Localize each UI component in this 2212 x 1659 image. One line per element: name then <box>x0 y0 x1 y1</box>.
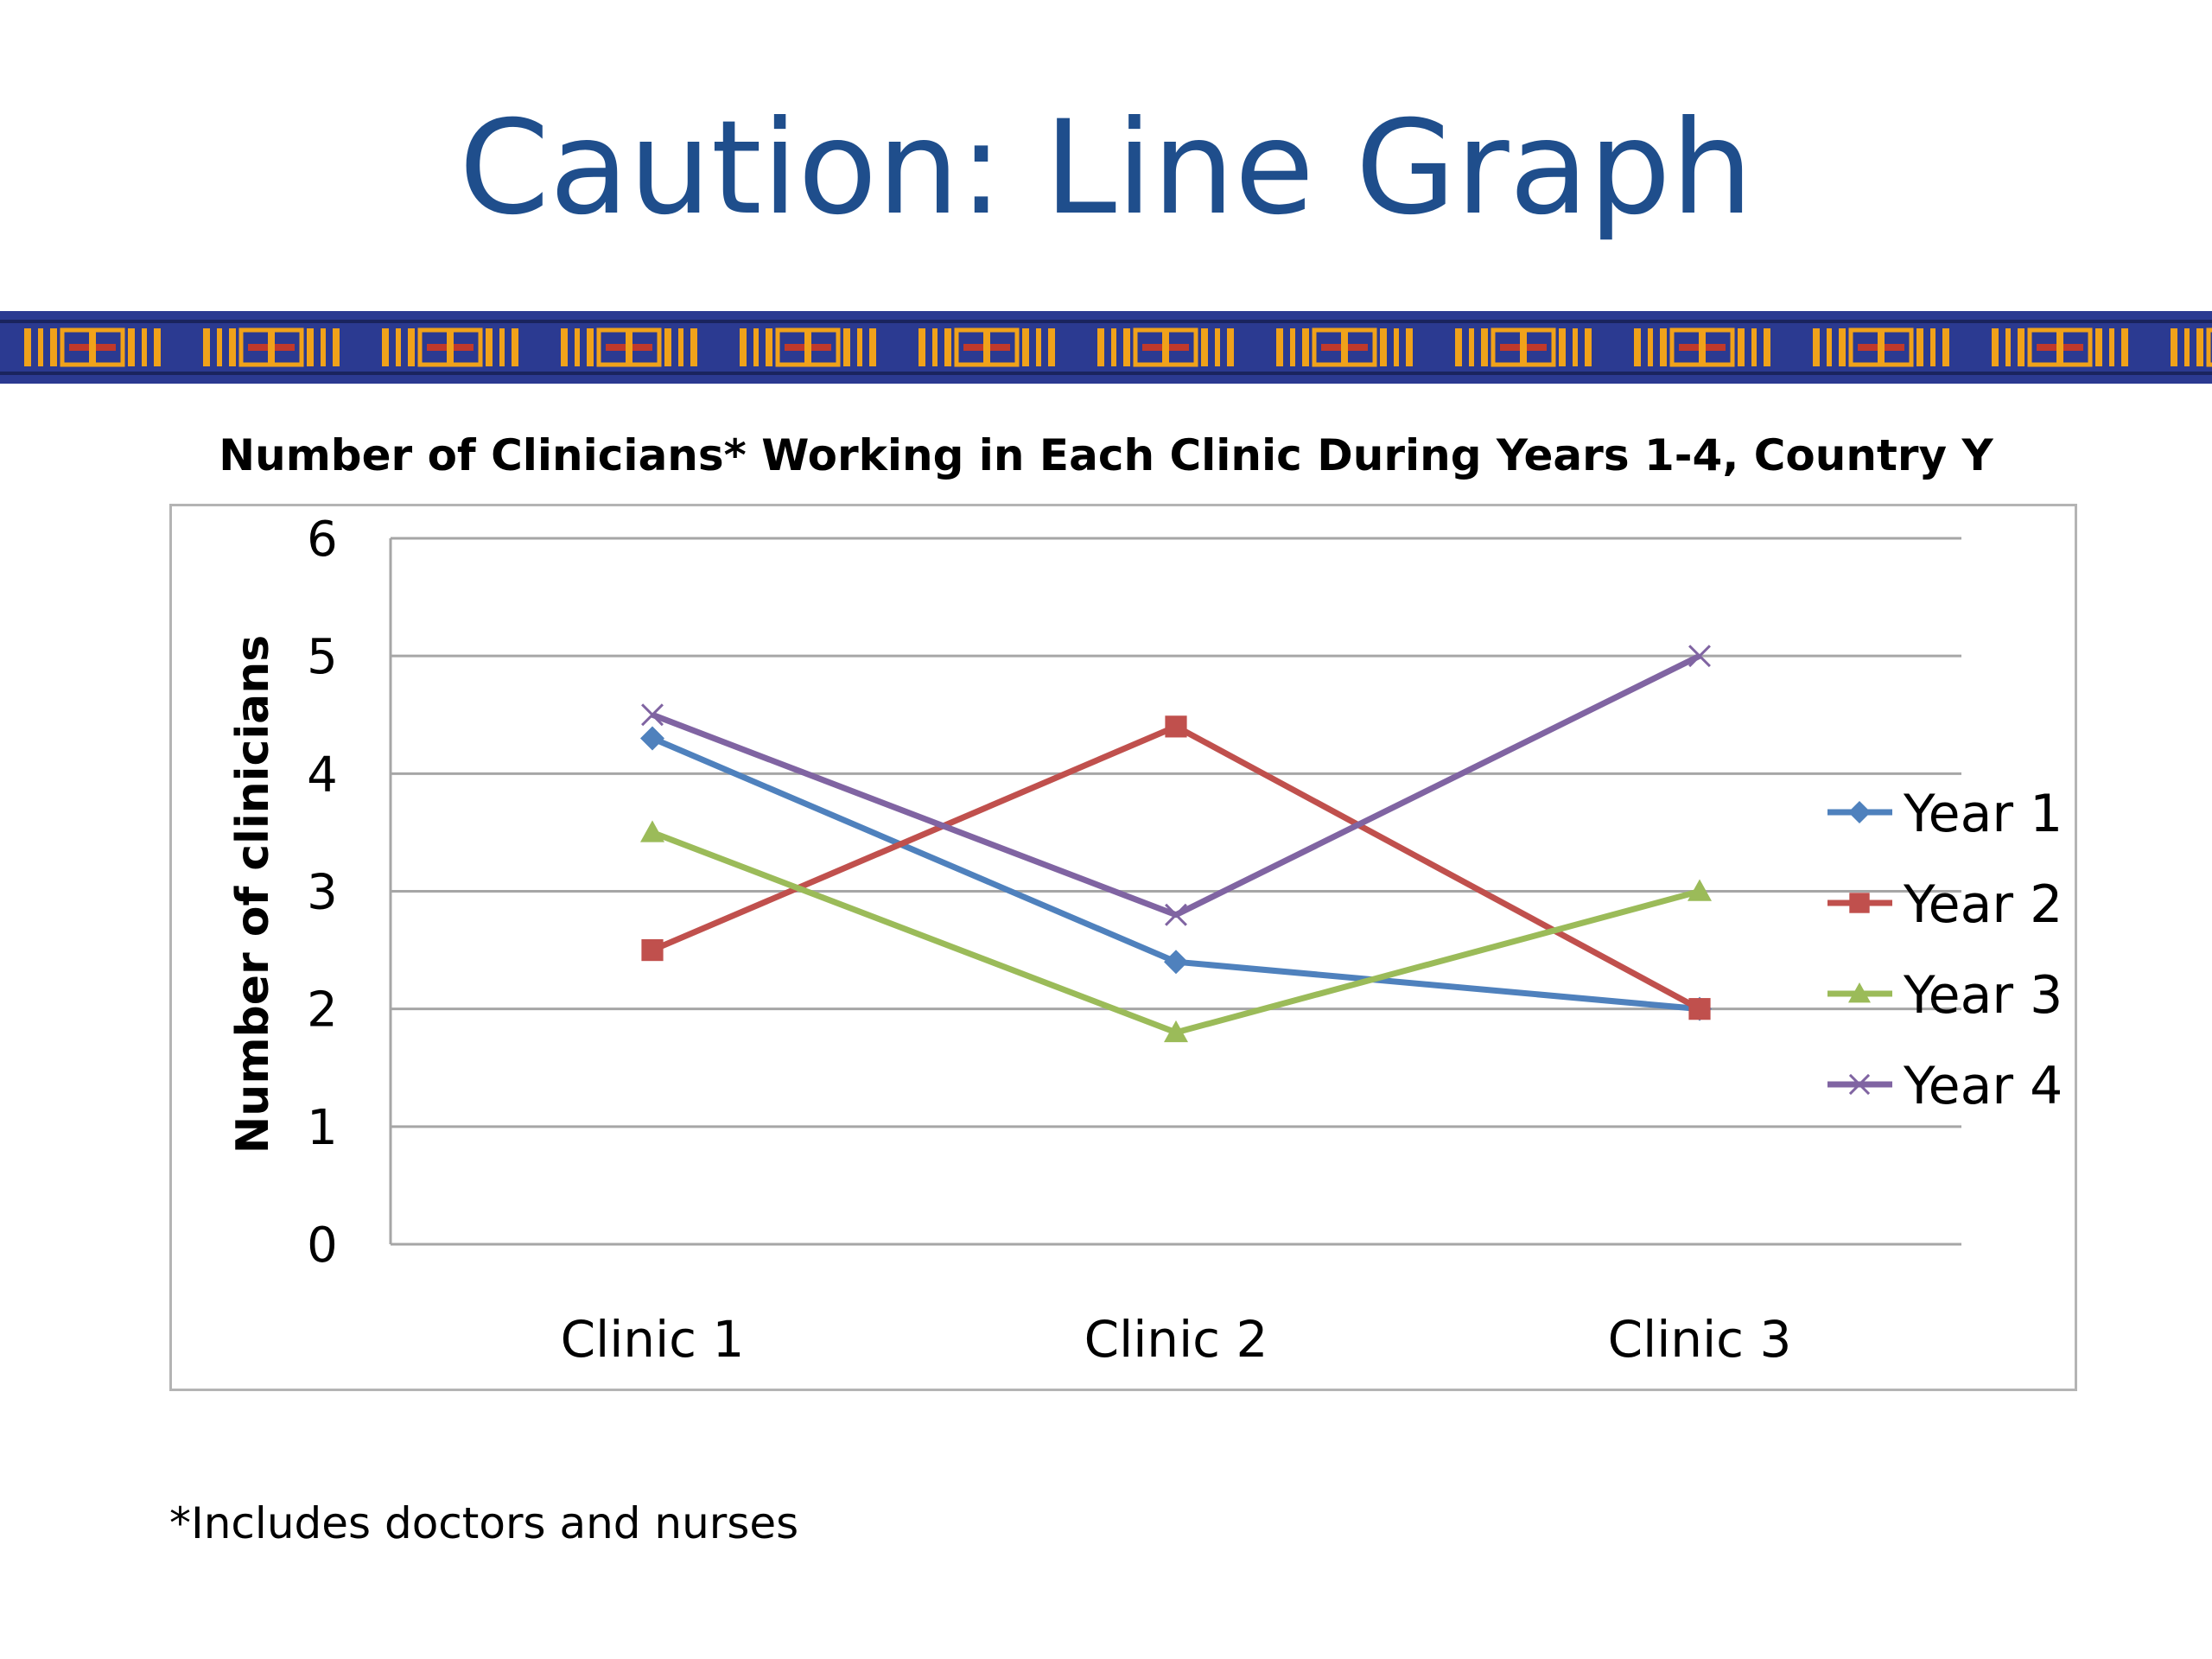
y-tick-label: 6 <box>307 512 338 568</box>
y-axis-label: Number of clinicians <box>227 635 279 1154</box>
y-tick-label: 4 <box>307 747 338 803</box>
y-tick-label: 0 <box>307 1217 338 1274</box>
legend-item: Year 4 <box>1827 1056 2063 1116</box>
data-point <box>1165 903 1187 926</box>
series-line <box>651 830 1700 1036</box>
data-point <box>1849 893 1870 913</box>
banner-stripe <box>0 372 2212 375</box>
banner-motif <box>1634 327 1770 367</box>
data-point <box>1688 645 1711 668</box>
data-point <box>641 938 664 962</box>
legend-label: Year 1 <box>1903 784 2063 844</box>
data-point <box>1164 950 1188 975</box>
banner-motif <box>2171 327 2212 367</box>
y-tick-label: 2 <box>307 982 338 1039</box>
data-point <box>1688 879 1712 901</box>
banner-motif <box>382 327 518 367</box>
banner-motif <box>203 327 340 367</box>
series-line <box>651 653 1701 918</box>
banner-motif <box>1455 327 1592 367</box>
banner-motif <box>1276 327 1413 367</box>
banner-motif <box>1813 327 1949 367</box>
data-point <box>1164 1020 1188 1043</box>
chart-area <box>169 504 2077 1391</box>
x-tick-label: Clinic 1 <box>561 1310 745 1369</box>
banner-motif <box>1992 327 2128 367</box>
y-tick-label: 3 <box>307 865 338 921</box>
legend-label: Year 2 <box>1903 874 2063 935</box>
footnote: *Includes doctors and nurses <box>169 1498 799 1548</box>
banner-motif <box>561 327 697 367</box>
banner-motif <box>918 327 1055 367</box>
data-point <box>1848 982 1871 1003</box>
data-point <box>640 726 664 751</box>
y-tick-label: 5 <box>307 629 338 685</box>
data-point <box>1848 801 1871 823</box>
legend-item: Year 1 <box>1827 784 2063 844</box>
data-point <box>641 703 664 727</box>
x-tick-label: Clinic 3 <box>1608 1310 1792 1369</box>
series-year-2 <box>641 715 1711 1020</box>
banner-motif <box>1097 327 1234 367</box>
series-year-4 <box>641 645 1711 926</box>
legend-label: Year 4 <box>1903 1056 2063 1116</box>
y-tick-label: 1 <box>307 1100 338 1156</box>
legend-label: Year 3 <box>1903 965 2063 1026</box>
data-point <box>1848 1073 1871 1096</box>
data-point <box>1165 715 1187 738</box>
banner-motif <box>740 327 876 367</box>
legend-item: Year 3 <box>1827 965 2063 1026</box>
x-tick-label: Clinic 2 <box>1084 1310 1268 1369</box>
data-point <box>640 820 664 842</box>
data-point <box>1688 998 1711 1020</box>
banner-motif <box>24 327 161 367</box>
banner-stripe <box>0 320 2212 323</box>
legend-item: Year 2 <box>1827 874 2063 935</box>
chart-title: Number of Clinicians* Working in Each Cl… <box>219 430 1993 480</box>
decorative-banner <box>0 311 2212 384</box>
series-year-3 <box>640 820 1712 1043</box>
legend: Year 1 Year 2 Year 3 Year 4 <box>1827 784 2063 1116</box>
slide-title: Caution: Line Graph <box>459 93 1753 244</box>
